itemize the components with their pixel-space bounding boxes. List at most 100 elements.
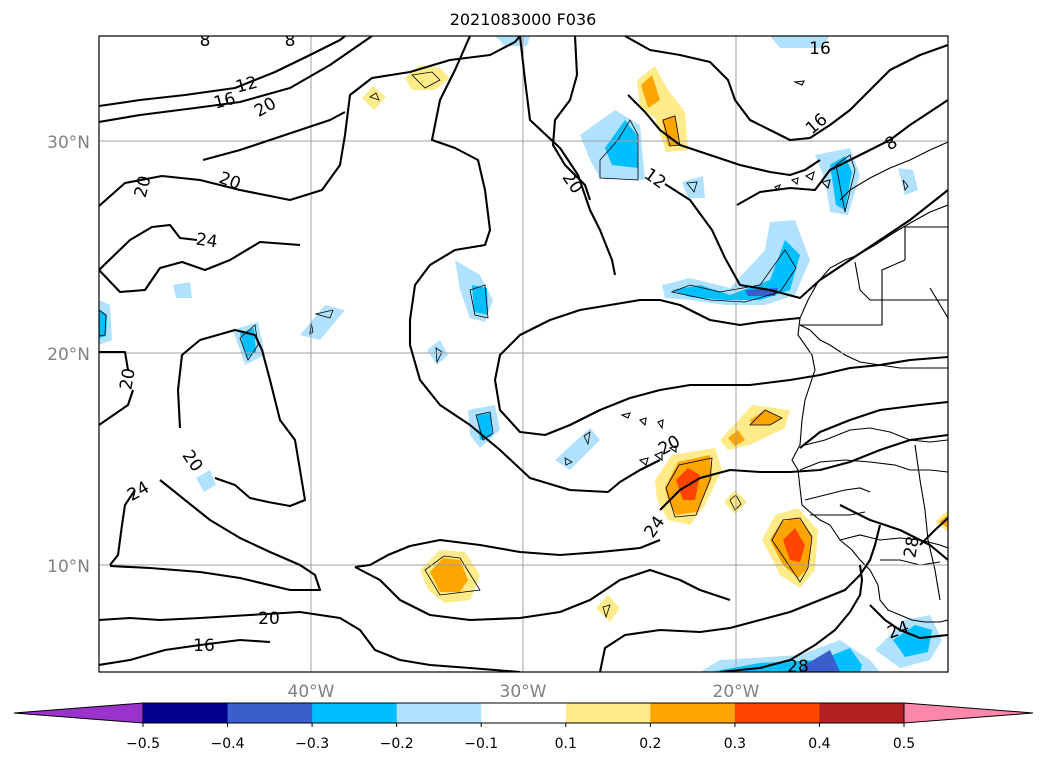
colorbar-tick-label: 0.5 <box>893 736 915 752</box>
island-cv-3 <box>657 419 664 430</box>
contour-line-30 <box>799 400 948 449</box>
contour-line-22 <box>493 298 801 381</box>
patch-orange-2 <box>662 115 680 146</box>
contour-line-29 <box>839 504 948 561</box>
colorbar-cell <box>143 703 229 723</box>
patch-blue-4 <box>472 285 488 315</box>
colorbar-outline <box>142 702 905 724</box>
contour-label: 24 <box>195 230 219 253</box>
contour-line-21 <box>408 36 661 494</box>
patch-red-2 <box>783 528 805 562</box>
island-cv-6 <box>668 445 677 454</box>
contour-line-18 <box>664 183 948 300</box>
contour-line-5 <box>99 223 198 271</box>
colorbar-cell <box>650 703 736 723</box>
contour-label: 8 <box>200 31 211 51</box>
contour-line-26 <box>919 517 948 546</box>
coast-border-4 <box>799 459 948 473</box>
patch-yellow-1 <box>405 65 450 90</box>
island-canary-4 <box>820 179 831 190</box>
contour-line-8 <box>176 328 307 508</box>
contour-line-27 <box>869 604 948 640</box>
coast-border-1 <box>800 226 948 326</box>
contour-label: 16 <box>809 39 831 59</box>
contour-line-23 <box>493 355 948 437</box>
colorbar-tick-label: −0.2 <box>380 736 414 752</box>
contour-label: 28 <box>900 535 923 560</box>
colorbar-tick-label: −0.4 <box>211 736 245 752</box>
contour-line-28 <box>719 564 864 672</box>
patch-yellow-9 <box>596 595 620 622</box>
patch-canary-2 <box>898 168 918 195</box>
contour-label: 20 <box>116 367 139 392</box>
coast-border-10 <box>854 261 948 301</box>
contour-line-9 <box>109 489 136 566</box>
contour-line-15 <box>624 36 948 142</box>
colorbar-cell <box>734 703 820 723</box>
patch-orange-7 <box>430 558 468 592</box>
patch-darkblue-2 <box>800 650 840 672</box>
coast-africa <box>791 204 948 623</box>
patch-top-right <box>770 36 830 48</box>
longitude-labels: 40°W 30°W 20°W <box>288 682 760 702</box>
contour-line-17 <box>551 36 591 201</box>
lon-label-30w: 30°W <box>500 682 547 702</box>
colorbar-cell <box>396 703 482 723</box>
gridlines <box>99 36 948 672</box>
colorbar-cells <box>14 703 1033 723</box>
island-canary-3 <box>804 170 815 181</box>
patch-blue-2 <box>830 156 852 210</box>
colorbar-tick-label: −0.5 <box>126 736 160 752</box>
colorbar-tick-label: −0.1 <box>464 736 498 752</box>
patch-blue-5 <box>240 328 256 358</box>
patch-blue-1 <box>605 120 638 168</box>
coast-border-9 <box>914 444 941 601</box>
colorbar-arrow-low <box>14 703 143 723</box>
contour-label: 8 <box>285 31 296 51</box>
patch-blue-3 <box>672 240 800 300</box>
island-canary-1 <box>774 184 781 191</box>
contour-line-3 <box>99 36 521 207</box>
patch-mid-4 <box>173 282 192 298</box>
coast-border-2 <box>799 324 948 369</box>
contour-line-7 <box>99 350 134 426</box>
patch-blue-9 <box>893 625 932 657</box>
contour-line-16 <box>518 36 617 276</box>
contour-line-14 <box>354 566 731 622</box>
contour-lines <box>99 36 948 672</box>
patch-orange-3 <box>750 410 782 425</box>
island-madeira <box>792 80 805 86</box>
contour-line-10 <box>109 479 322 592</box>
colorbar-tick-label: 0.1 <box>555 736 577 752</box>
lon-label-20w: 20°W <box>713 682 760 702</box>
island-cv-5 <box>653 451 663 462</box>
patch-small-1 <box>682 176 705 198</box>
contour-line-13 <box>354 538 661 569</box>
map-frame <box>98 35 949 673</box>
island-cv-1 <box>620 412 631 419</box>
colorbar-cell <box>481 703 567 723</box>
coast-border-5 <box>804 487 871 501</box>
lat-label-10n: 10°N <box>47 557 90 577</box>
patch-mid-8 <box>196 470 216 492</box>
coast-border-11 <box>929 287 948 319</box>
patch-orange-1 <box>641 75 660 108</box>
coast-border-8 <box>880 559 941 566</box>
contour-label: 28 <box>787 657 809 677</box>
contour-line-20 <box>736 99 948 206</box>
colorbar-cell <box>312 703 398 723</box>
contour-label: 20 <box>258 609 280 629</box>
colorbar: −0.5 −0.4 −0.3 −0.2 −0.1 0.1 0.2 0.3 0.4 0.5 <box>13 702 1034 752</box>
map-panel: 8 8 12 16 20 16 12 8 16 20 20 24 20 20 2… <box>99 31 948 677</box>
latitude-labels: 30°N 20°N 10°N <box>47 133 90 577</box>
coast-border-3 <box>804 427 948 446</box>
contour-label: 16 <box>193 636 215 656</box>
contour-line-2 <box>99 36 373 124</box>
colorbar-cell <box>819 703 905 723</box>
colorbar-tick-label: 0.2 <box>639 736 661 752</box>
colorbar-cell <box>227 703 313 723</box>
island-cv-4 <box>638 457 649 466</box>
contour-line-6 <box>99 240 301 294</box>
colorbar-tick-label: 0.3 <box>724 736 746 752</box>
